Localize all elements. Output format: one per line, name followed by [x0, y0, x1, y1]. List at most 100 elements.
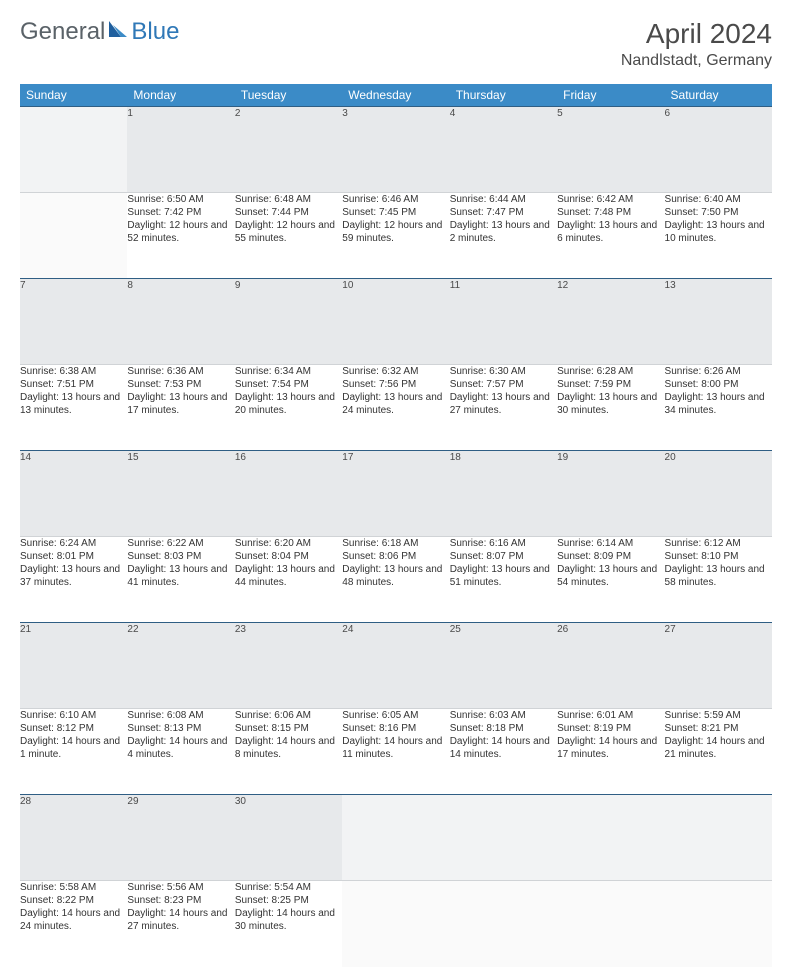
daynum-cell: 5: [557, 107, 664, 193]
header: General Blue April 2024 Nandlstadt, Germ…: [20, 18, 772, 70]
sunset-text: Sunset: 8:19 PM: [557, 722, 664, 735]
logo-text-blue: Blue: [131, 18, 179, 46]
day-cell: Sunrise: 5:58 AMSunset: 8:22 PMDaylight:…: [20, 881, 127, 967]
day-cell: Sunrise: 6:32 AMSunset: 7:56 PMDaylight:…: [342, 365, 449, 451]
location: Nandlstadt, Germany: [621, 52, 772, 70]
sunset-text: Sunset: 8:06 PM: [342, 550, 449, 563]
sunset-text: Sunset: 8:01 PM: [20, 550, 127, 563]
sunset-text: Sunset: 8:13 PM: [127, 722, 234, 735]
day-cell: Sunrise: 6:14 AMSunset: 8:09 PMDaylight:…: [557, 537, 664, 623]
day-cell-empty: [20, 193, 127, 279]
daynum-row: 21222324252627: [20, 623, 772, 709]
day-cell: Sunrise: 6:40 AMSunset: 7:50 PMDaylight:…: [665, 193, 772, 279]
daynum-cell: 17: [342, 451, 449, 537]
daynum-cell: 8: [127, 279, 234, 365]
daynum-cell: 25: [450, 623, 557, 709]
day-cell: Sunrise: 6:01 AMSunset: 8:19 PMDaylight:…: [557, 709, 664, 795]
day-cell: Sunrise: 6:20 AMSunset: 8:04 PMDaylight:…: [235, 537, 342, 623]
daylight-text: Daylight: 13 hours and 6 minutes.: [557, 219, 664, 245]
daynum-cell: 15: [127, 451, 234, 537]
sunrise-text: Sunrise: 6:48 AM: [235, 193, 342, 206]
sunrise-text: Sunrise: 6:06 AM: [235, 709, 342, 722]
month-title: April 2024: [621, 18, 772, 50]
daynum-cell: 14: [20, 451, 127, 537]
sunrise-text: Sunrise: 6:22 AM: [127, 537, 234, 550]
daylight-text: Daylight: 12 hours and 52 minutes.: [127, 219, 234, 245]
daynum-empty: [342, 795, 449, 881]
day-cell: Sunrise: 6:22 AMSunset: 8:03 PMDaylight:…: [127, 537, 234, 623]
weekday-header: Saturday: [665, 84, 772, 107]
sunset-text: Sunset: 8:22 PM: [20, 894, 127, 907]
day-cell: Sunrise: 5:59 AMSunset: 8:21 PMDaylight:…: [665, 709, 772, 795]
daylight-text: Daylight: 14 hours and 1 minute.: [20, 735, 127, 761]
logo: General Blue: [20, 18, 179, 46]
daylight-text: Daylight: 13 hours and 58 minutes.: [665, 563, 772, 589]
day-cell: Sunrise: 6:38 AMSunset: 7:51 PMDaylight:…: [20, 365, 127, 451]
daynum-cell: 30: [235, 795, 342, 881]
daynum-row: 78910111213: [20, 279, 772, 365]
sunrise-text: Sunrise: 6:05 AM: [342, 709, 449, 722]
daylight-text: Daylight: 14 hours and 17 minutes.: [557, 735, 664, 761]
daylight-text: Daylight: 12 hours and 55 minutes.: [235, 219, 342, 245]
sunrise-text: Sunrise: 6:44 AM: [450, 193, 557, 206]
day-cell: Sunrise: 6:44 AMSunset: 7:47 PMDaylight:…: [450, 193, 557, 279]
daynum-cell: 28: [20, 795, 127, 881]
day-body-row: Sunrise: 6:50 AMSunset: 7:42 PMDaylight:…: [20, 193, 772, 279]
daynum-cell: 19: [557, 451, 664, 537]
daynum-cell: 16: [235, 451, 342, 537]
title-block: April 2024 Nandlstadt, Germany: [621, 18, 772, 70]
day-cell: Sunrise: 6:42 AMSunset: 7:48 PMDaylight:…: [557, 193, 664, 279]
sunset-text: Sunset: 7:47 PM: [450, 206, 557, 219]
sunrise-text: Sunrise: 6:26 AM: [665, 365, 772, 378]
daynum-cell: 1: [127, 107, 234, 193]
weekday-header: Thursday: [450, 84, 557, 107]
sunrise-text: Sunrise: 6:36 AM: [127, 365, 234, 378]
day-cell: Sunrise: 6:50 AMSunset: 7:42 PMDaylight:…: [127, 193, 234, 279]
daylight-text: Daylight: 13 hours and 20 minutes.: [235, 391, 342, 417]
sunset-text: Sunset: 7:48 PM: [557, 206, 664, 219]
daylight-text: Daylight: 14 hours and 30 minutes.: [235, 907, 342, 933]
daylight-text: Daylight: 14 hours and 8 minutes.: [235, 735, 342, 761]
sunset-text: Sunset: 8:07 PM: [450, 550, 557, 563]
sunrise-text: Sunrise: 5:56 AM: [127, 881, 234, 894]
daylight-text: Daylight: 12 hours and 59 minutes.: [342, 219, 449, 245]
day-body-row: Sunrise: 5:58 AMSunset: 8:22 PMDaylight:…: [20, 881, 772, 967]
sunrise-text: Sunrise: 6:28 AM: [557, 365, 664, 378]
sunset-text: Sunset: 8:15 PM: [235, 722, 342, 735]
daylight-text: Daylight: 14 hours and 24 minutes.: [20, 907, 127, 933]
sunset-text: Sunset: 8:23 PM: [127, 894, 234, 907]
day-cell: Sunrise: 6:03 AMSunset: 8:18 PMDaylight:…: [450, 709, 557, 795]
daynum-cell: 12: [557, 279, 664, 365]
daynum-empty: [450, 795, 557, 881]
daynum-cell: 18: [450, 451, 557, 537]
weekday-header: Tuesday: [235, 84, 342, 107]
sunset-text: Sunset: 8:18 PM: [450, 722, 557, 735]
daylight-text: Daylight: 13 hours and 30 minutes.: [557, 391, 664, 417]
sunset-text: Sunset: 8:21 PM: [665, 722, 772, 735]
sunrise-text: Sunrise: 6:42 AM: [557, 193, 664, 206]
sunrise-text: Sunrise: 6:03 AM: [450, 709, 557, 722]
day-cell: Sunrise: 6:30 AMSunset: 7:57 PMDaylight:…: [450, 365, 557, 451]
sunset-text: Sunset: 8:09 PM: [557, 550, 664, 563]
sunset-text: Sunset: 7:44 PM: [235, 206, 342, 219]
logo-sail-icon: [107, 18, 129, 46]
daynum-cell: 2: [235, 107, 342, 193]
day-cell-empty: [665, 881, 772, 967]
daynum-empty: [665, 795, 772, 881]
daylight-text: Daylight: 14 hours and 21 minutes.: [665, 735, 772, 761]
daynum-cell: 22: [127, 623, 234, 709]
daylight-text: Daylight: 13 hours and 54 minutes.: [557, 563, 664, 589]
sunset-text: Sunset: 8:04 PM: [235, 550, 342, 563]
day-cell: Sunrise: 6:10 AMSunset: 8:12 PMDaylight:…: [20, 709, 127, 795]
daylight-text: Daylight: 14 hours and 14 minutes.: [450, 735, 557, 761]
daynum-cell: 13: [665, 279, 772, 365]
daynum-cell: 23: [235, 623, 342, 709]
sunrise-text: Sunrise: 6:18 AM: [342, 537, 449, 550]
daynum-empty: [20, 107, 127, 193]
sunset-text: Sunset: 8:12 PM: [20, 722, 127, 735]
sunrise-text: Sunrise: 5:58 AM: [20, 881, 127, 894]
day-cell: Sunrise: 6:28 AMSunset: 7:59 PMDaylight:…: [557, 365, 664, 451]
sunrise-text: Sunrise: 6:40 AM: [665, 193, 772, 206]
sunrise-text: Sunrise: 6:38 AM: [20, 365, 127, 378]
daynum-row: 14151617181920: [20, 451, 772, 537]
